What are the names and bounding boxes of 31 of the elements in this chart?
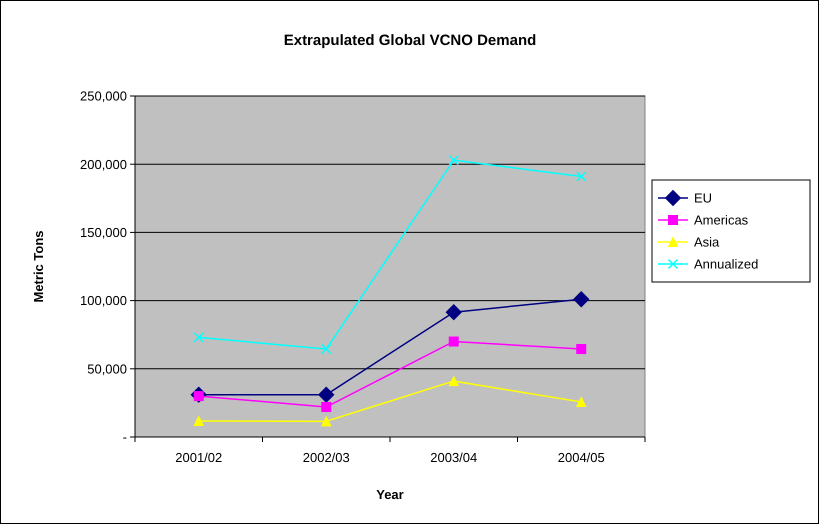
point [194, 332, 204, 343]
x-tick-label: 2003/04 [430, 450, 478, 465]
x-tick-label: 2004/05 [558, 450, 605, 465]
x-tick-label: 2002/03 [302, 450, 350, 465]
point [446, 304, 462, 320]
y-tick-label: 100,000 [80, 293, 127, 308]
point [318, 386, 334, 403]
chart-title: Extrapulated Global VCNO Demand [284, 32, 536, 49]
y-tick-label: 250,000 [80, 88, 127, 104]
y-tick-label: 150,000 [80, 224, 127, 240]
y-tick-label: 50,000 [87, 361, 127, 376]
point [576, 171, 586, 182]
x-axis-title: Year [376, 487, 404, 502]
point [321, 416, 332, 426]
legend-label: Annualized [694, 256, 758, 272]
legend-label: Americas [694, 212, 749, 228]
point [321, 344, 332, 354]
point [576, 396, 586, 407]
x-tick-label: 2001/02 [175, 450, 222, 465]
point [448, 376, 459, 386]
point [194, 416, 204, 426]
y-tick-label: - [122, 430, 127, 445]
y-axis-title: Metric Tons [31, 230, 46, 302]
point [573, 291, 590, 308]
y-tick-label: 200,000 [80, 156, 127, 172]
point [448, 154, 459, 166]
point [448, 336, 459, 347]
legend-label: EU [694, 190, 712, 206]
legend-label: Asia [694, 234, 720, 250]
point [576, 344, 586, 354]
point [321, 402, 332, 412]
